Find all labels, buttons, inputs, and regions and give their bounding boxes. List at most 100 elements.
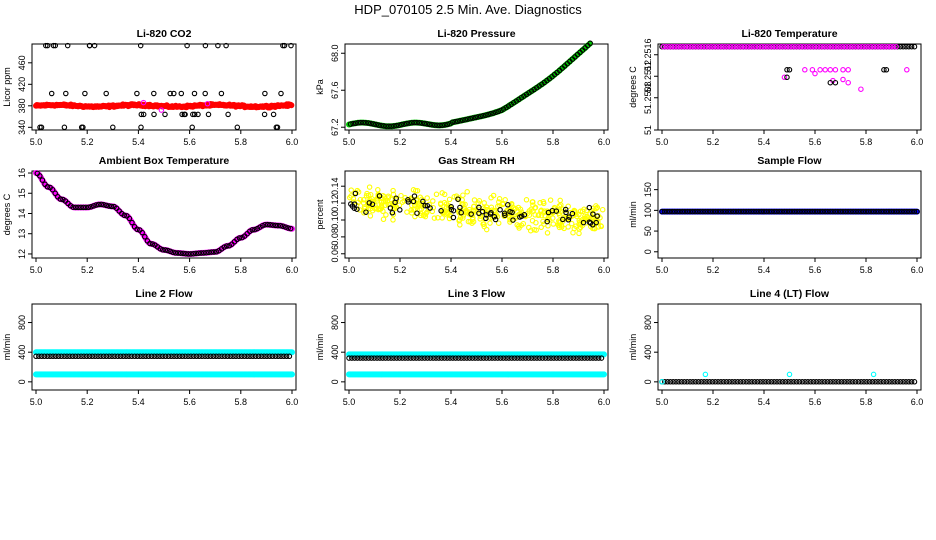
data-point (247, 353, 253, 360)
data-point (687, 379, 693, 385)
y-tick-label: 800 (330, 315, 340, 330)
data-point (414, 119, 420, 126)
data-point (134, 353, 141, 360)
data-point (188, 353, 194, 360)
data-point (491, 214, 498, 220)
data-point (444, 121, 451, 128)
x-tick-label: 5.2 (81, 397, 94, 407)
data-point (37, 173, 43, 179)
data-point (500, 355, 507, 361)
data-point (834, 43, 840, 50)
data-point (364, 190, 370, 197)
x-tick-label: 6.0 (286, 397, 299, 407)
data-point (270, 111, 277, 118)
data-point (560, 216, 566, 223)
data-point (182, 353, 188, 360)
data-point (537, 200, 543, 206)
data-point (363, 120, 369, 126)
data-point (545, 355, 551, 361)
data-point (466, 355, 473, 361)
data-point (720, 379, 727, 385)
data-point (887, 43, 894, 50)
data-point (72, 204, 79, 211)
data-point (275, 353, 281, 360)
data-point (738, 208, 744, 215)
data-point (844, 379, 850, 385)
data-point (901, 208, 907, 215)
data-point (509, 209, 515, 216)
x-tick-label: 5.4 (132, 137, 145, 147)
data-point (420, 198, 426, 205)
data-point (106, 353, 112, 360)
data-point (486, 355, 493, 361)
data-point (75, 353, 81, 360)
x-tick-label: 6.0 (911, 397, 924, 407)
data-point (832, 67, 839, 73)
data-point (892, 379, 898, 385)
data-point (812, 208, 818, 215)
data-point (565, 355, 571, 361)
data-point (206, 249, 212, 256)
data-point (80, 204, 87, 211)
data-point (587, 40, 593, 47)
data-point (95, 201, 102, 208)
data-point (250, 353, 256, 360)
data-point (882, 43, 888, 50)
data-point (391, 123, 397, 129)
data-point (741, 43, 748, 50)
data-point (272, 353, 279, 360)
data-point (847, 208, 854, 215)
data-point (842, 43, 849, 50)
plot-sample: Sample Flow 5.0 5.2 5.4 5.6 5.8 6.0 0 50 100 150 ml… (628, 155, 923, 275)
plot-boxtemp: Ambient Box Temperature 5.0 5.2 5.4 5.6 5.8 6.… (2, 155, 298, 275)
data-point (756, 208, 762, 215)
data-point (36, 353, 42, 360)
data-point (431, 215, 438, 221)
data-point (386, 123, 392, 130)
data-point (791, 379, 797, 385)
plot-pressure: Li-820 Pressure 5.0 5.2 5.4 5.6 5.8 6.0 67.2 67.… (315, 28, 610, 147)
data-point (98, 201, 105, 208)
data-point (779, 208, 785, 215)
x-tick-label: 6.0 (286, 137, 299, 147)
y-tick-label: 51 (643, 125, 653, 135)
data-point (758, 208, 765, 215)
data-point (175, 250, 181, 256)
data-point (154, 353, 160, 360)
data-point (840, 43, 846, 50)
data-point (695, 379, 702, 385)
data-point (458, 209, 464, 216)
data-point (856, 43, 863, 50)
data-point (430, 355, 436, 361)
data-point (439, 215, 445, 221)
data-point (278, 353, 284, 360)
data-point (673, 379, 679, 385)
data-point (58, 353, 65, 360)
data-point (165, 353, 172, 360)
data-point (520, 355, 526, 361)
data-point (37, 124, 43, 131)
data-point (452, 355, 459, 361)
data-point (481, 223, 487, 230)
data-point (171, 353, 177, 360)
data-point (768, 379, 775, 385)
data-point (193, 353, 200, 360)
x-tick-label: 5.6 (809, 265, 822, 275)
data-point (827, 67, 834, 73)
data-point (411, 119, 418, 126)
data-point (190, 353, 197, 360)
data-point (866, 379, 873, 385)
data-point (363, 355, 369, 361)
data-point (480, 113, 486, 119)
data-point (718, 379, 724, 385)
data-point (446, 196, 453, 203)
data-point (199, 353, 205, 360)
data-point (806, 43, 812, 50)
data-point (63, 90, 69, 97)
x-tick-label: 5.0 (656, 397, 669, 407)
data-point (776, 208, 783, 215)
data-point (774, 379, 780, 385)
x-tick-label: 5.6 (183, 397, 196, 407)
data-point (809, 67, 816, 73)
data-point (100, 353, 107, 360)
